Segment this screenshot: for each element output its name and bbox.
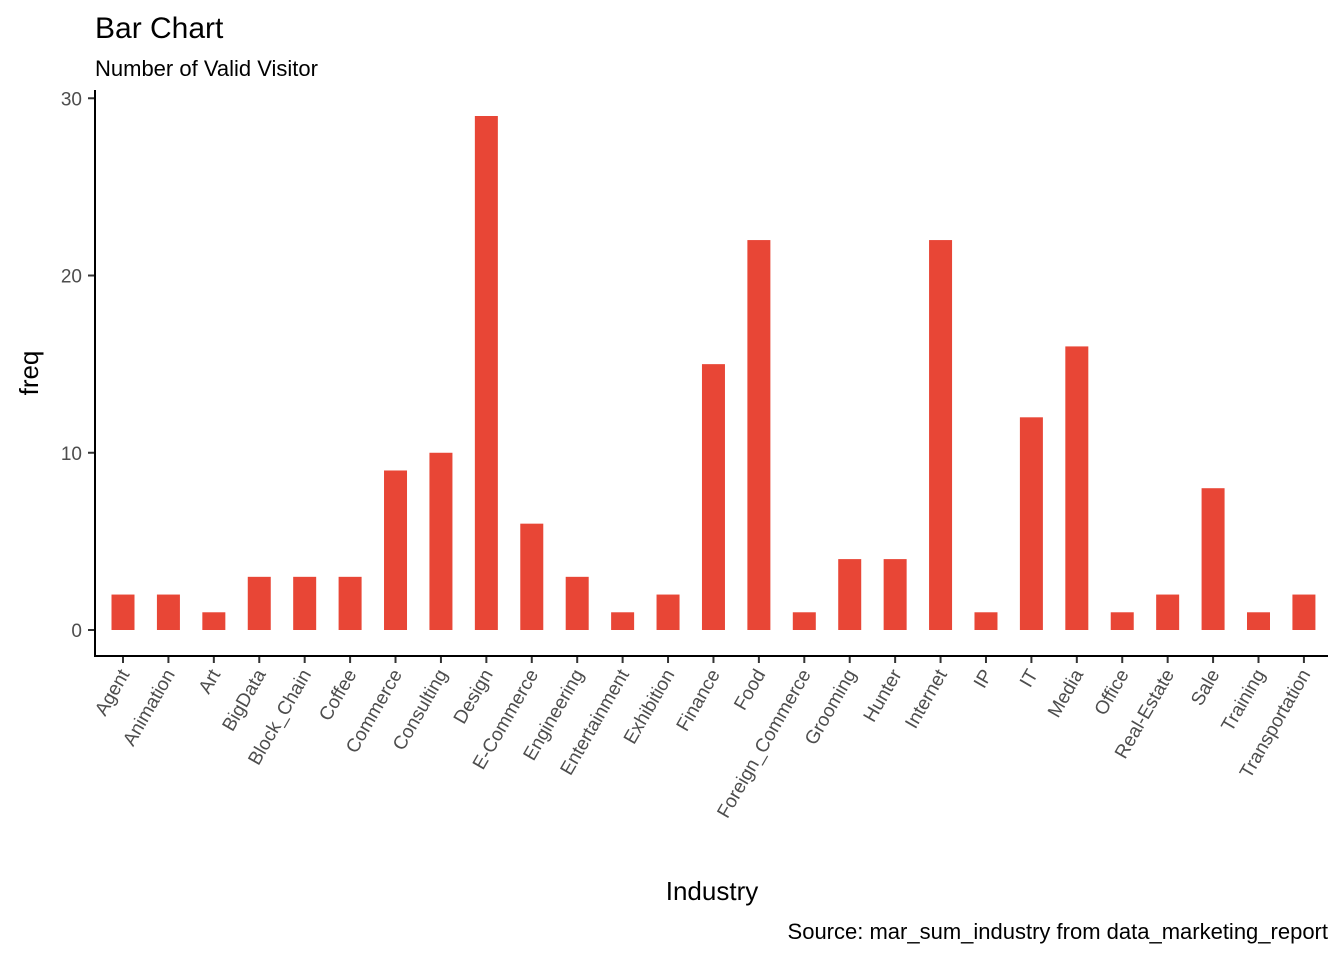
- bar-training: [1247, 612, 1270, 630]
- x-tick-label: Food: [730, 666, 770, 714]
- bar-commerce: [384, 470, 408, 630]
- bar-animation: [156, 594, 180, 630]
- bars-group: [111, 116, 1316, 630]
- bar-foreign-commerce: [792, 612, 816, 630]
- y-axis-ticks: 0 10 20 30: [61, 89, 95, 642]
- bar-real-estate: [1156, 594, 1180, 630]
- chart-caption: Source: mar_sum_industry from data_marke…: [788, 919, 1328, 944]
- y-tick-label: 0: [71, 621, 82, 642]
- bar-food: [747, 240, 771, 630]
- bar-bigdata: [247, 576, 271, 630]
- bar-hunter: [883, 559, 907, 630]
- bar-agent: [111, 594, 135, 630]
- bar-entertainment: [611, 612, 635, 630]
- bar-engineering: [565, 576, 589, 630]
- x-tick-label: IP: [970, 666, 997, 692]
- x-tick-label: IT: [1016, 666, 1043, 691]
- x-tick-label: Finance: [673, 666, 725, 735]
- x-axis-title: Industry: [666, 876, 759, 906]
- y-tick-label: 20: [61, 267, 82, 288]
- y-tick-label: 30: [61, 89, 82, 110]
- x-tick-label: Office: [1091, 666, 1134, 719]
- x-tick-label: Internet: [901, 665, 952, 732]
- x-tick-label: Hunter: [860, 665, 907, 725]
- bar-e-commerce: [520, 523, 544, 630]
- x-tick-label: Media: [1044, 666, 1088, 722]
- y-tick-label: 10: [61, 444, 82, 465]
- bar-transportation: [1292, 594, 1316, 630]
- chart-title: Bar Chart: [95, 12, 224, 45]
- bar-office: [1110, 612, 1134, 630]
- bar-it: [1019, 417, 1043, 630]
- bar-grooming: [838, 559, 862, 630]
- x-tick-label: Agent: [91, 665, 134, 719]
- bar-block-chain: [293, 576, 317, 630]
- bar-coffee: [338, 576, 362, 630]
- x-tick-label: Foreign_Commerce: [713, 666, 815, 822]
- bar-media: [1065, 346, 1089, 630]
- bar-finance: [701, 364, 725, 630]
- bar-design: [474, 116, 498, 630]
- bar-sale: [1201, 488, 1225, 630]
- y-axis-title: freq: [14, 351, 44, 396]
- x-tick-label: Art: [195, 665, 226, 697]
- bar-art: [202, 612, 226, 630]
- bar-internet: [929, 240, 953, 630]
- bar-exhibition: [656, 594, 680, 630]
- chart-subtitle: Number of Valid Visitor: [95, 56, 318, 81]
- x-tick-label: Coffee: [315, 666, 361, 725]
- bar-consulting: [429, 452, 453, 630]
- bar-ip: [974, 612, 998, 630]
- x-tick-label: Sale: [1187, 666, 1224, 709]
- x-tick-label: Design: [450, 666, 498, 728]
